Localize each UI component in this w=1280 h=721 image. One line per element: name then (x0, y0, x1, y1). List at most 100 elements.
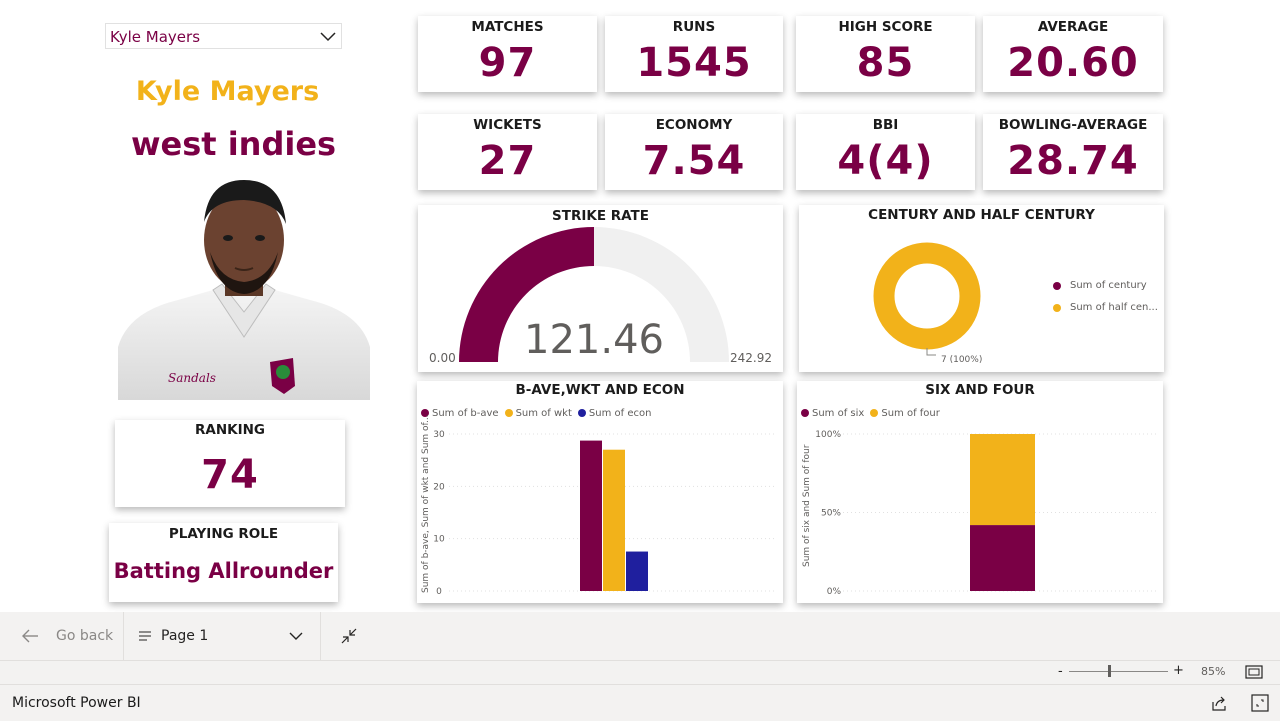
player-slicer[interactable]: Kyle Mayers (105, 23, 342, 49)
page-selector[interactable]: Page 1 (138, 626, 306, 648)
y-tick-label: 10 (433, 535, 445, 545)
kpi-card-runs: RUNS 1545 (605, 16, 783, 92)
kpi-value: 4(4) (837, 138, 934, 184)
status-bar (0, 660, 1280, 685)
legend-item[interactable]: Sum of wkt (504, 408, 572, 419)
bar-chart-svg: Sum of b-ave, Sum of wkt and Sum of... 0… (421, 414, 777, 597)
slicer-value: Kyle Mayers (110, 28, 201, 46)
chart-legend: Sum of six Sum of four (801, 408, 940, 419)
playing-role-card: PLAYING ROLE Batting Allrounder (109, 523, 338, 602)
chart-title: STRIKE RATE (552, 208, 649, 224)
kpi-card-bbi: BBI 4(4) (796, 114, 975, 190)
kpi-value: 1545 (636, 40, 752, 86)
page-selector-label: Page 1 (161, 628, 209, 644)
exit-focus-icon[interactable] (340, 627, 358, 645)
legend-item[interactable]: Sum of six (801, 408, 864, 419)
century-donut-card[interactable]: CENTURY AND HALF CENTURY 7 (100%) Sum of… (799, 205, 1164, 372)
chart-title: B-AVE,WKT AND ECON (515, 382, 685, 398)
chevron-down-icon (320, 32, 336, 42)
ranking-value: 74 (201, 452, 259, 498)
chart-title: CENTURY AND HALF CENTURY (868, 207, 1095, 223)
ranking-card: RANKING 74 (115, 420, 345, 507)
zoom-in-button[interactable]: + (1173, 663, 1184, 678)
go-back-label: Go back (56, 628, 114, 644)
expand-icon[interactable] (1251, 694, 1269, 712)
kpi-label: MATCHES (471, 19, 544, 35)
legend-item[interactable]: Sum of century (1053, 280, 1147, 291)
kpi-card-average: AVERAGE 20.60 (983, 16, 1163, 92)
stack-sum-of-four[interactable] (970, 434, 1035, 526)
stacked-chart-svg: Sum of six and Sum of four 0% 50% 100% (802, 430, 1157, 597)
report-nav-bar (0, 612, 1280, 660)
kpi-card-economy: ECONOMY 7.54 (605, 114, 783, 190)
kpi-card-matches: MATCHES 97 (418, 16, 597, 92)
zoom-slider[interactable] (1069, 671, 1168, 672)
y-axis-label: Sum of b-ave, Sum of wkt and Sum of... (421, 414, 431, 593)
kpi-card-high-score: HIGH SCORE 85 (796, 16, 975, 92)
legend-dot (1053, 281, 1061, 290)
y-tick-label: 100% (815, 430, 841, 440)
legend-dot (1053, 303, 1061, 312)
kpi-label: HIGH SCORE (838, 19, 933, 35)
kpi-label: BBI (872, 117, 899, 133)
legend-label: Sum of half cen... (1070, 302, 1158, 313)
arrow-left-icon (22, 629, 38, 643)
app-name: Microsoft Power BI (12, 695, 141, 711)
bar-sum-of-econ[interactable] (626, 551, 648, 591)
legend-item[interactable]: Sum of four (870, 408, 940, 419)
zoom-out-button[interactable]: - (1058, 664, 1063, 679)
kpi-value: 28.74 (1007, 138, 1139, 184)
gauge-fill (459, 227, 594, 362)
playing-role-value: Batting Allrounder (113, 559, 334, 583)
kpi-label: ECONOMY (655, 117, 733, 133)
page-list-icon (139, 631, 151, 641)
y-axis-label: Sum of six and Sum of four (802, 444, 812, 567)
gauge-value: 121.46 (524, 317, 664, 363)
player-team: west indies (130, 125, 337, 163)
fit-to-page-icon[interactable] (1245, 665, 1263, 679)
ranking-label: RANKING (194, 422, 265, 438)
player-name: Kyle Mayers (135, 76, 320, 107)
gauge-max: 242.92 (730, 351, 772, 365)
kpi-card-bowling-average: BOWLING-AVERAGE 28.74 (983, 114, 1163, 190)
donut-svg: 7 (100%) (873, 242, 982, 365)
y-tick-label: 0 (436, 587, 442, 597)
share-icon[interactable] (1210, 694, 1228, 712)
player-photo: Sandals (118, 180, 370, 400)
y-tick-label: 20 (433, 482, 445, 492)
kpi-label: AVERAGE (1037, 19, 1109, 35)
zoom-slider-thumb[interactable] (1108, 665, 1111, 677)
legend-item[interactable]: Sum of half cen... (1053, 302, 1158, 313)
stack-sum-of-six[interactable] (970, 525, 1035, 591)
donut-slice-half-century[interactable] (873, 242, 981, 350)
bave-wkt-econ-chart-card[interactable]: B-AVE,WKT AND ECON Sum of b-ave Sum of w… (417, 381, 783, 603)
strike-rate-gauge-card[interactable]: STRIKE RATE 121.46 0.00 242.92 (418, 205, 783, 372)
chart-title: SIX AND FOUR (925, 382, 1035, 398)
legend-item[interactable]: Sum of econ (577, 408, 651, 419)
gauge-min: 0.00 (429, 351, 456, 365)
kpi-card-wickets: WICKETS 27 (418, 114, 597, 190)
zoom-level: 85% (1201, 665, 1226, 678)
kpi-value: 97 (478, 40, 537, 86)
kpi-value: 7.54 (642, 138, 746, 184)
chart-legend: Sum of b-ave Sum of wkt Sum of econ (421, 408, 651, 419)
kpi-label: BOWLING-AVERAGE (998, 117, 1148, 133)
bar-sum-of-b-ave[interactable] (580, 440, 602, 591)
app-bar (0, 684, 1280, 721)
y-tick-label: 30 (433, 430, 445, 440)
kpi-value: 85 (856, 40, 915, 86)
bar-sum-of-wkt[interactable] (603, 449, 625, 591)
kpi-label: RUNS (672, 19, 716, 35)
y-tick-label: 0% (827, 587, 842, 597)
legend-item[interactable]: Sum of b-ave (421, 408, 499, 419)
donut-data-label: 7 (100%) (941, 355, 982, 365)
svg-text:Sandals: Sandals (168, 371, 216, 385)
six-four-chart-card[interactable]: SIX AND FOUR Sum of six Sum of four Sum … (797, 381, 1163, 603)
y-tick-label: 50% (821, 509, 841, 519)
chevron-down-icon (289, 632, 303, 640)
kpi-value: 27 (478, 138, 537, 184)
kpi-label: WICKETS (473, 117, 542, 133)
kpi-value: 20.60 (1007, 40, 1139, 86)
gauge-svg: 121.46 0.00 242.92 (429, 227, 772, 365)
playing-role-label: PLAYING ROLE (168, 526, 279, 542)
